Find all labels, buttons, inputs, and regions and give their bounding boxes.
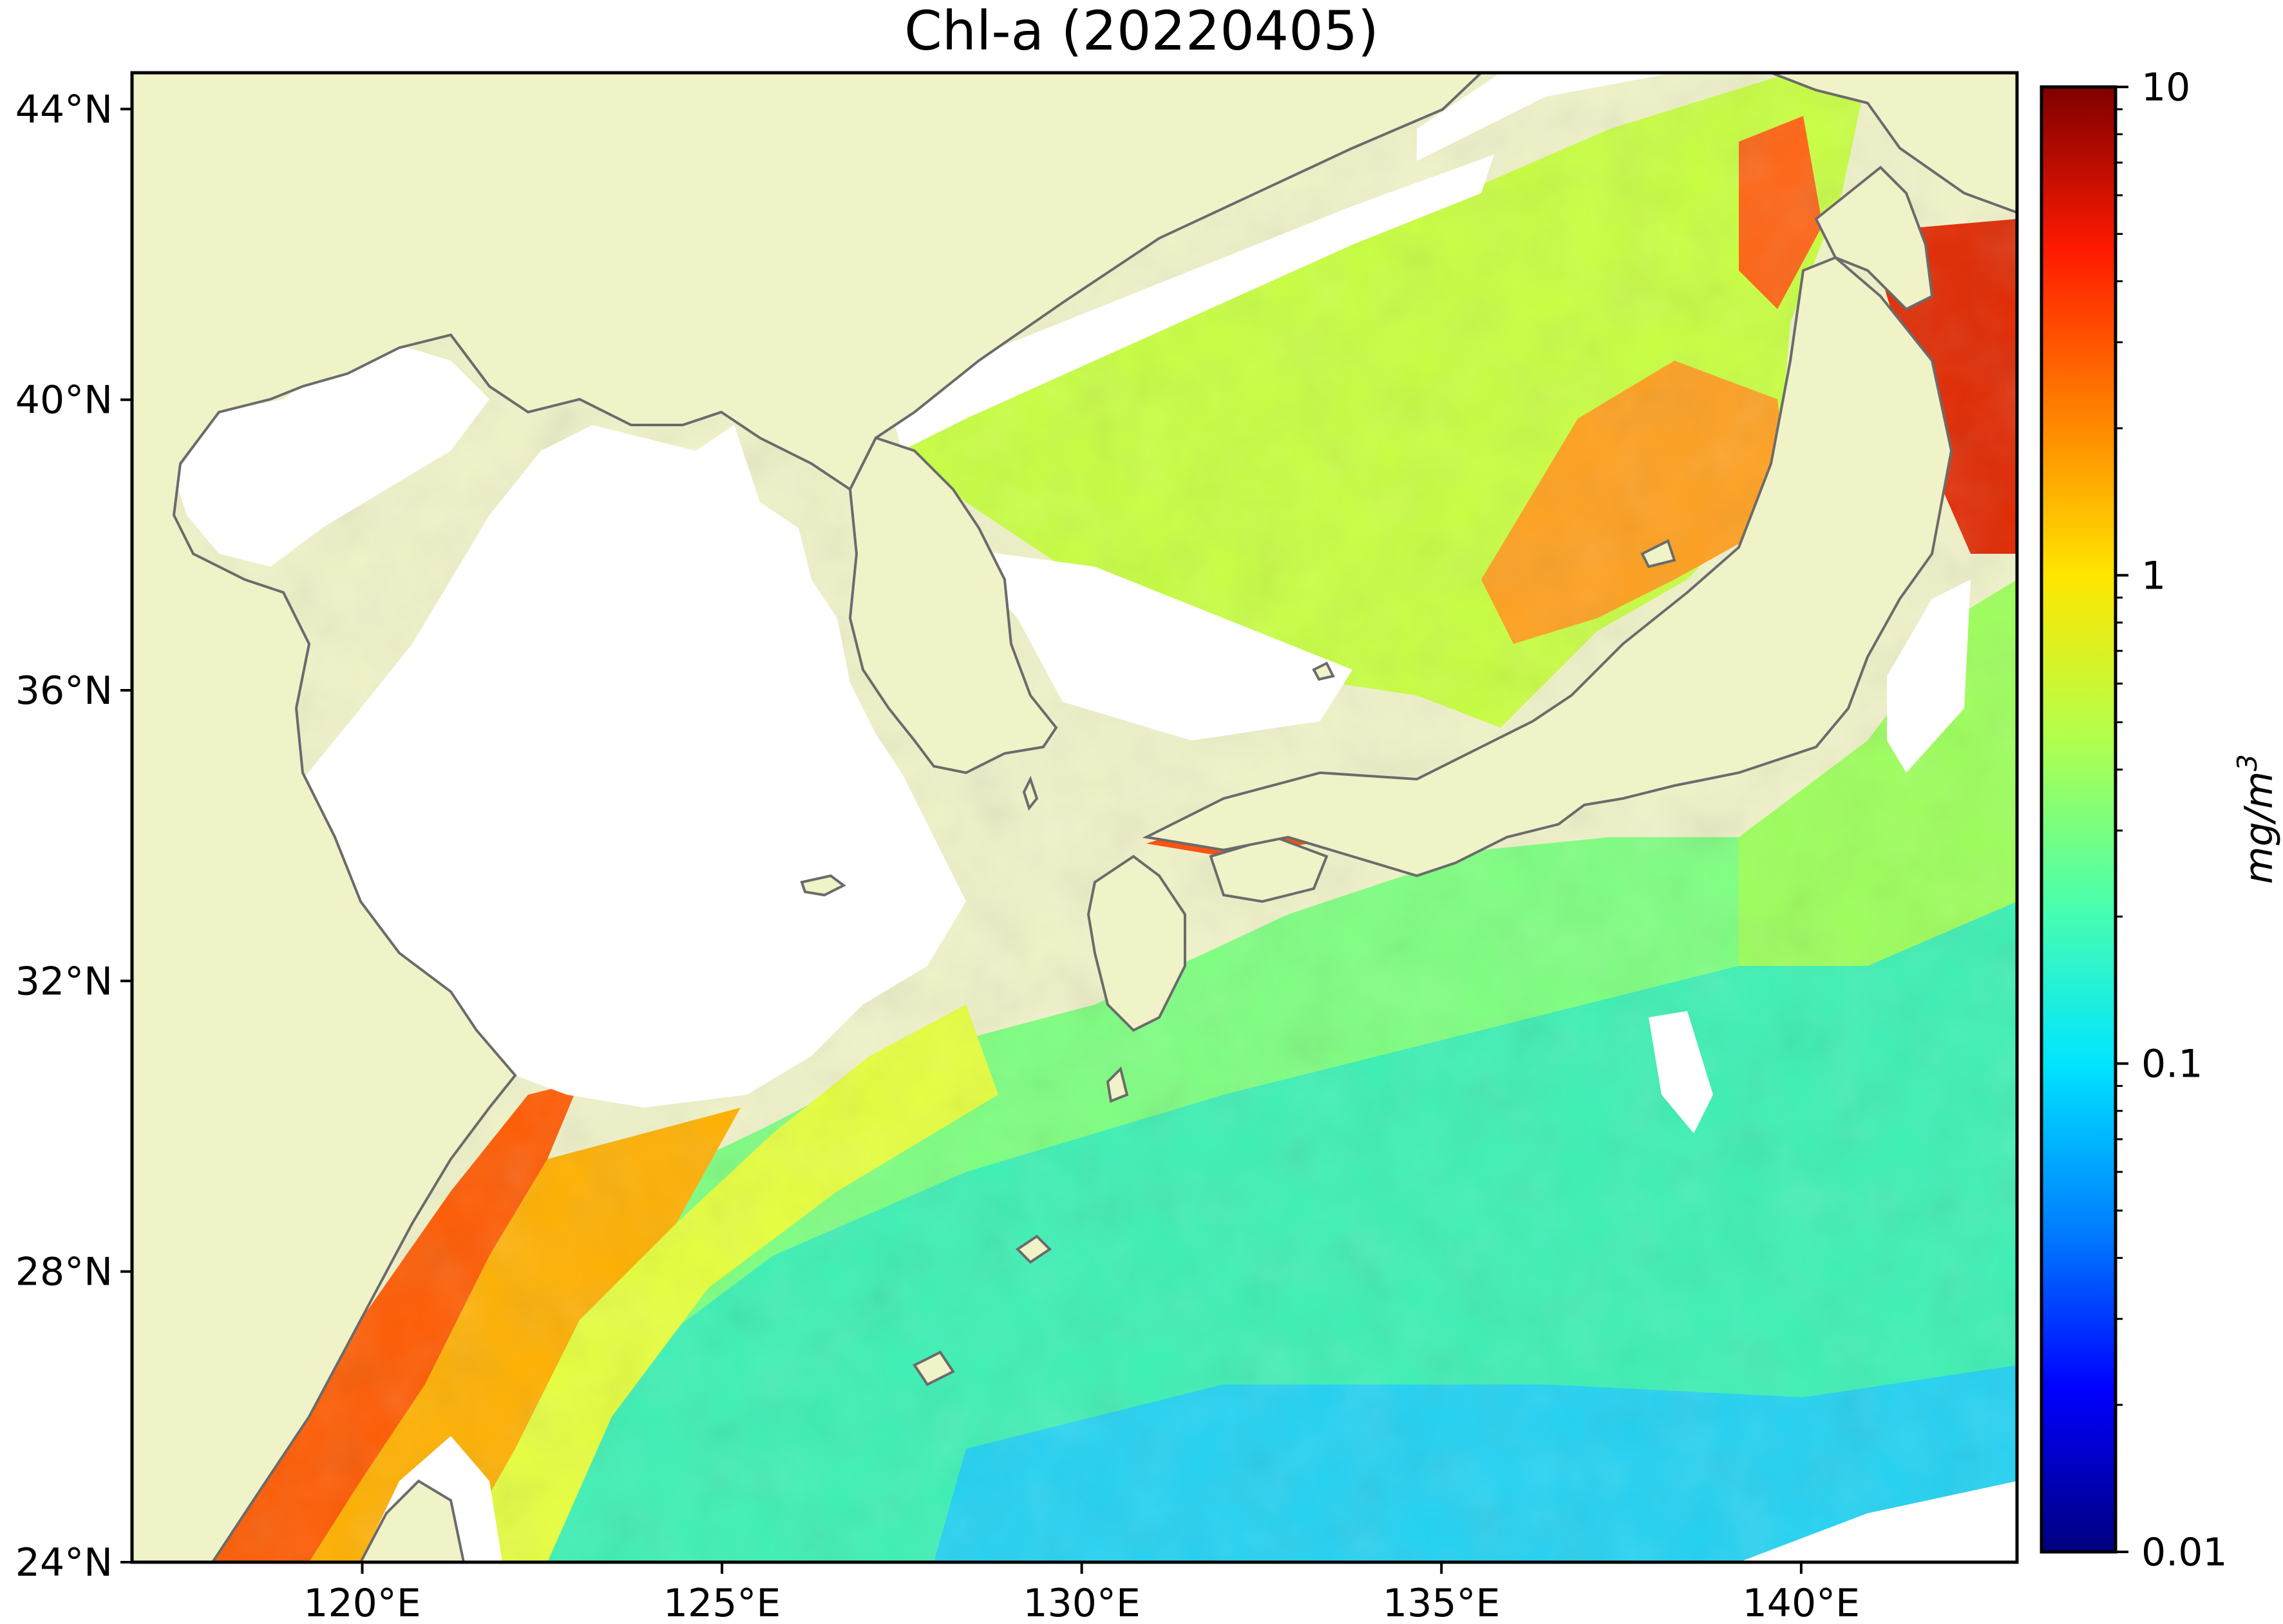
china-mainland [132,73,1483,1562]
colorbar-unit-label: mg/m3 [2231,754,2282,884]
taiwan [359,1479,466,1562]
no-data-sea-of-japan-north [889,155,1494,451]
longitude-tick-label: 125°E [663,1581,781,1624]
tanegashima [1106,1066,1129,1103]
tsushima [1022,775,1039,811]
sakhalin-russia [1674,73,2017,214]
longitude-axis: 120°E 125°E 130°E 135°E 140°E [303,1562,1860,1624]
no-data-bohai [174,341,489,567]
map-panel [132,73,2017,1562]
no-data-japan-east [1887,580,1971,773]
amami-island [1015,1234,1052,1264]
latitude-tick-label: 32°N [15,959,113,1004]
latitude-tick-label: 24°N [15,1540,113,1585]
hokkaido [1814,165,1934,311]
map-title: Chl-a (20220405) [904,0,1379,62]
honshu [1142,256,1953,878]
korean-peninsula [848,436,1058,775]
longitude-tick-label: 140°E [1743,1581,1860,1624]
longitude-tick-label: 120°E [303,1581,421,1624]
colorbar-bar [2040,85,2117,1554]
longitude-tick-label: 130°E [1023,1581,1140,1624]
longitude-tick-label: 135°E [1383,1581,1500,1624]
latitude-axis: 24°N 28°N 32°N 36°N 40°N 44°N [15,87,132,1585]
colorbar-tick-label: 0.1 [2141,1042,2202,1087]
no-data-pacific-patch [1649,1011,1713,1133]
ryukyu-islands-okinawa [913,1350,955,1386]
sado-island [1640,539,1676,569]
map-frame [130,71,2019,1564]
colorbar: 0.01 0.1 1 10 mg/m3 [2040,65,2282,1575]
colorbar-unit-text: mg/m [2237,771,2282,884]
jeju-island [800,874,846,897]
latitude-tick-label: 28°N [15,1250,113,1295]
no-data-regions [174,73,2017,1562]
kyushu [1086,854,1186,1032]
no-data-yellow-sea [303,425,966,1108]
colorbar-tick-label: 0.01 [2141,1530,2228,1575]
latitude-tick-label: 40°N [15,378,113,423]
landmasses [132,73,2017,1562]
colorbar-unit-superscript: 3 [2231,754,2263,771]
latitude-tick-label: 44°N [15,87,113,132]
no-data-korea-strait [953,547,1352,741]
latitude-tick-label: 36°N [15,668,113,713]
colorbar-ticks: 0.01 0.1 1 10 [2116,65,2228,1575]
colorbar-tick-label: 1 [2141,553,2166,598]
colorbar-tick-label: 10 [2141,65,2190,110]
no-data-hokkaido-north [1417,73,1674,161]
oki-islands [1312,661,1335,681]
no-data-se-corner [1739,1481,2017,1562]
